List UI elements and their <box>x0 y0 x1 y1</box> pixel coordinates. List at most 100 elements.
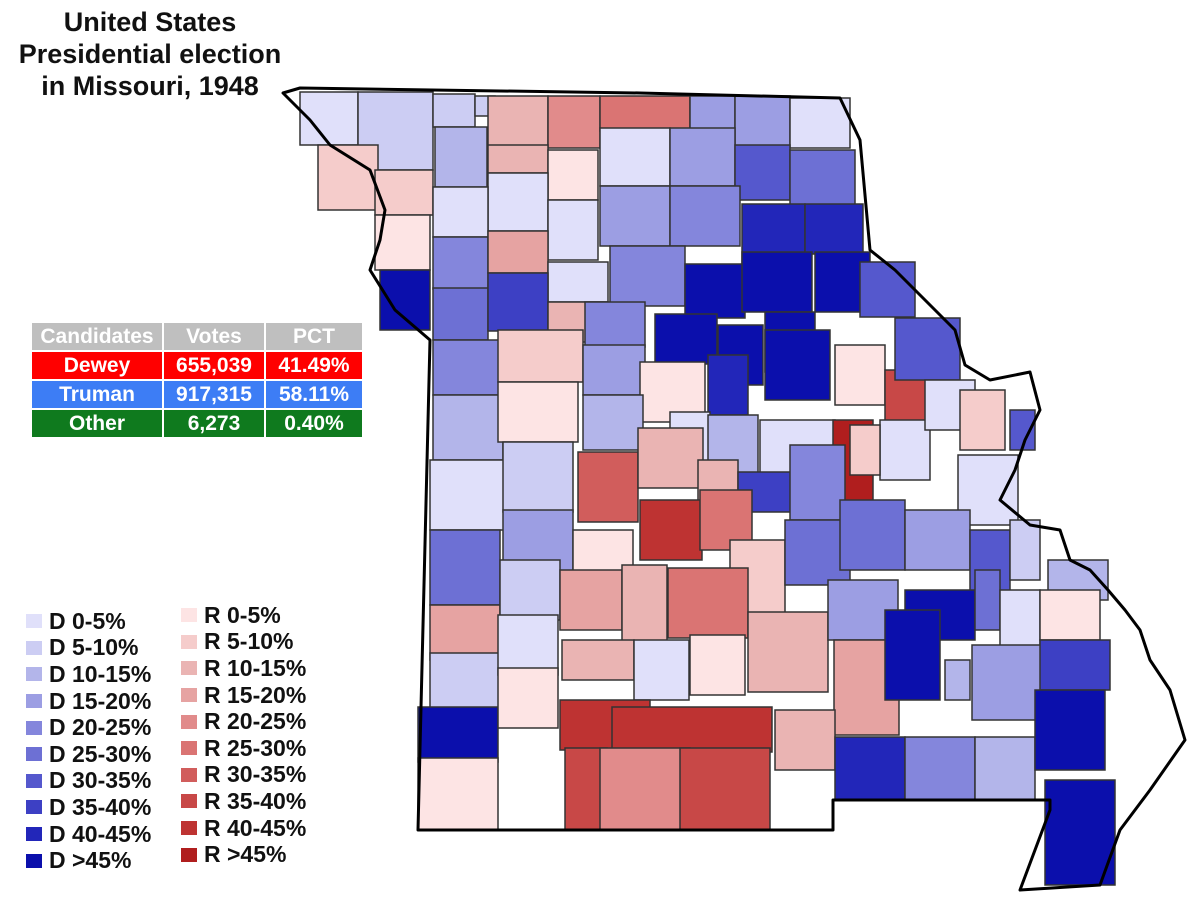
county-shape <box>432 287 489 341</box>
county-shape <box>559 569 623 631</box>
legend-swatch <box>181 794 197 809</box>
legend-label: R 40-45% <box>204 814 307 841</box>
county-shape <box>434 126 488 188</box>
legend-item: R 0-5% <box>181 602 306 629</box>
title-line-2: Presidential election <box>18 39 282 69</box>
county-shape <box>621 564 668 646</box>
legend-label: R 20-25% <box>204 708 307 735</box>
county-shape <box>609 245 686 307</box>
county-shape <box>417 706 499 763</box>
legend-label: R 15-20% <box>204 681 307 708</box>
legend-item: D 20-25% <box>26 714 151 741</box>
county-shape <box>849 424 881 476</box>
legend-swatch <box>181 634 197 649</box>
county-shape <box>599 127 671 187</box>
legend-item: D 10-15% <box>26 661 151 688</box>
county-shape <box>487 230 549 274</box>
county-shape <box>599 185 671 247</box>
county-shape <box>944 659 971 701</box>
legend-label: D 10-15% <box>49 660 152 687</box>
legend-republican: R 0-5% R 5-10% R 10-15% R 15-20% R 20-25… <box>181 602 306 868</box>
county-shape <box>582 394 644 451</box>
legend-swatch <box>181 741 197 756</box>
county-shape <box>611 706 773 753</box>
legend-label: R 0-5% <box>204 601 281 628</box>
legend-item: R 35-40% <box>181 788 306 815</box>
legend-swatch <box>26 694 42 709</box>
county-shape <box>497 667 559 729</box>
legend-item: D 0-5% <box>26 608 151 635</box>
results-row-truman: Truman 917,315 58.11% <box>30 379 364 410</box>
county-shape <box>547 199 599 261</box>
candidate-votes: 655,039 <box>162 350 266 381</box>
county-shape <box>904 736 976 801</box>
county-shape <box>432 236 489 290</box>
county-shape <box>894 317 961 381</box>
county-shape <box>637 427 704 489</box>
legend-label: D 35-40% <box>49 793 152 820</box>
candidate-pct: 41.49% <box>264 350 364 381</box>
legend-label: R 25-30% <box>204 734 307 761</box>
legend-label: D 25-30% <box>49 740 152 767</box>
county-shape <box>1039 589 1101 641</box>
county-shape <box>839 499 906 571</box>
county-shape <box>561 639 635 681</box>
legend-label: R 35-40% <box>204 787 307 814</box>
county-shape <box>502 441 574 513</box>
title-line-3: in Missouri, 1948 <box>41 71 259 101</box>
legend-swatch <box>181 608 197 623</box>
county-shape <box>1009 519 1041 581</box>
header-candidates: Candidates <box>30 321 164 352</box>
county-shape <box>497 329 584 383</box>
county-shape <box>654 313 718 365</box>
legend-item: D 15-20% <box>26 688 151 715</box>
legend-swatch <box>26 640 42 655</box>
county-shape <box>639 499 703 561</box>
county-shape <box>804 203 864 255</box>
legend-swatch <box>26 667 42 682</box>
county-shape <box>584 301 646 348</box>
legend-label: D >45% <box>49 847 132 874</box>
legend-swatch <box>181 767 197 782</box>
legend-label: D 0-5% <box>49 607 126 634</box>
legend-swatch <box>181 821 197 836</box>
county-shape <box>904 509 971 571</box>
county-shape <box>784 519 851 586</box>
county-shape <box>974 569 1001 631</box>
county-shape <box>684 263 746 319</box>
county-shape <box>633 639 690 701</box>
county-shape <box>374 214 431 271</box>
county-shape <box>499 559 561 621</box>
county-shape <box>789 97 851 149</box>
county-shape <box>599 95 691 132</box>
county-shape <box>974 736 1036 801</box>
county-shape <box>834 344 886 406</box>
county-shape <box>1034 689 1106 771</box>
county-shape <box>734 144 791 201</box>
legend-item: R 10-15% <box>181 655 306 682</box>
legend-label: R 30-35% <box>204 761 307 788</box>
candidate-name: Other <box>30 408 164 439</box>
legend-item: R 40-45% <box>181 815 306 842</box>
county-shape <box>487 172 549 232</box>
candidate-pct: 58.11% <box>264 379 364 410</box>
county-shape <box>429 459 506 531</box>
legend-item: D 30-35% <box>26 767 151 795</box>
county-shape <box>429 604 501 661</box>
state-outline <box>281 86 1187 892</box>
county-shape <box>789 149 856 206</box>
legend-swatch <box>26 720 42 735</box>
legend-swatch <box>26 614 42 629</box>
results-row-dewey: Dewey 655,039 41.49% <box>30 350 364 381</box>
legend-swatch <box>181 847 197 862</box>
candidate-pct: 0.40% <box>264 408 364 439</box>
legend-label: R >45% <box>204 841 287 868</box>
county-shape <box>707 354 749 416</box>
results-table: Candidates Votes PCT Dewey 655,039 41.49… <box>30 321 364 439</box>
legend-swatch <box>181 714 197 729</box>
county-shape <box>669 185 741 247</box>
legend-item: D 25-30% <box>26 741 151 768</box>
legend-item: D >45% <box>26 847 151 874</box>
county-shape <box>1044 779 1116 886</box>
legend-item: R 25-30% <box>181 735 306 762</box>
